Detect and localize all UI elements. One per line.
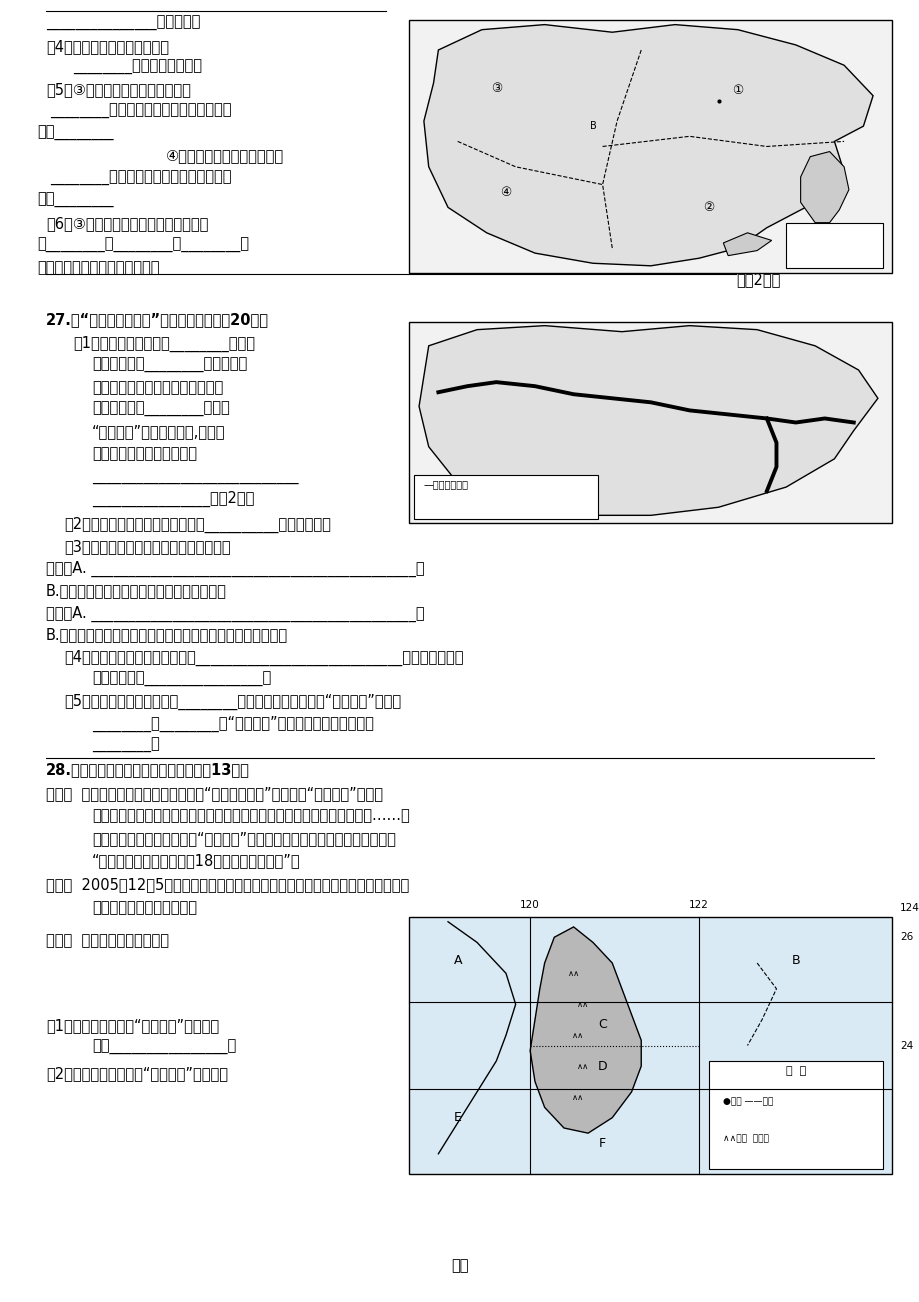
Bar [409,917,891,1174]
Text: ________地区（填代号）。: ________地区（填代号）。 [74,60,202,76]
Text: ②: ② [702,201,714,214]
Polygon shape [800,151,848,223]
Text: （2）台湾物产丰富，有“水果之乡”的美称，: （2）台湾物产丰富，有“水果之乡”的美称， [46,1066,228,1082]
Text: （2）主干道经过我国的西北地区、__________、南方地区。: （2）主干道经过我国的西北地区、__________、南方地区。 [64,517,331,533]
Text: ∧∧: ∧∧ [567,969,579,978]
Text: 行政单位）的________（地形区）: 行政单位）的________（地形区） [92,358,247,374]
Text: 造成这种景观差异的主要原因是: 造成这种景观差异的主要原因是 [37,260,159,276]
Text: （1）西气东输西起我国________（省级: （1）西气东输西起我国________（省级 [74,336,255,352]
Text: A: A [453,954,461,967]
Text: 材料一  连战、宋楚瑞大陆之行，尤其是“两岸经贸论坛”，开创了“海峡两岸”关系的: 材料一 连战、宋楚瑞大陆之行，尤其是“两岸经贸论坛”，开创了“海峡两岸”关系的 [46,786,382,802]
Text: 材料三  台湾岛以及附近地区图: 材料三 台湾岛以及附近地区图 [46,934,169,949]
Text: 图  例: 图 例 [785,1066,805,1077]
Polygon shape [529,927,641,1133]
Text: ∧∧山脉  ～河流: ∧∧山脉 ～河流 [722,1134,767,1143]
Text: （5）③区域自然环境的突出特征是: （5）③区域自然环境的突出特征是 [46,82,190,98]
Text: ∧∧: ∧∧ [576,1061,589,1070]
Bar [409,20,891,273]
Text: 是________、________、________；: 是________、________、________； [37,238,248,254]
Text: ●城市 ——国界: ●城市 ——国界 [722,1098,772,1107]
Text: 。（2分）: 。（2分） [735,272,779,288]
Text: ________。: ________。 [92,738,160,754]
Text: ∧∧: ∧∧ [572,1031,584,1040]
Text: “西气东输”沿线东端相比,新疆地: “西气东输”沿线东端相比,新疆地 [92,424,225,440]
Text: 122: 122 [688,900,709,910]
Text: ________________。（2分）: ________________。（2分） [92,491,254,506]
Text: 良牿畜品种是________________。: 良牿畜品种是________________。 [92,672,271,687]
Text: E: E [453,1111,461,1124]
Text: ________，制约该地区农业发展的主要因: ________，制约该地区农业发展的主要因 [51,171,232,186]
Text: 26: 26 [899,932,912,943]
Text: 27.读“西气东输线路图”，回答问题：（共20分）: 27.读“西气东输线路图”，回答问题：（共20分） [46,312,268,328]
Text: 罗斯国内簮食紧张的问题。: 罗斯国内簮食紧张的问题。 [92,900,197,915]
Text: （4）我国许多大江大河发源于: （4）我国许多大江大河发源于 [46,39,169,55]
Text: 部，最后到达________市。与: 部，最后到达________市。与 [92,402,230,418]
Text: ∧∧: ∧∧ [576,1000,589,1009]
Text: B: B [589,121,596,132]
Text: ____________________________: ____________________________ [92,469,298,484]
Text: _______________来划分的。: _______________来划分的。 [46,16,200,31]
Polygon shape [424,25,872,266]
Text: 中的轮南油气田，通过管道输往东: 中的轮南油气田，通过管道输往东 [92,380,223,396]
Text: 28.阅读下列图文材料，回答问题。（共13分）: 28.阅读下列图文材料，回答问题。（共13分） [46,762,250,777]
Text: B: B [790,954,800,967]
Text: ________，制约该地区农业发展的主要因: ________，制约该地区农业发展的主要因 [51,104,232,120]
Text: 素是________: 素是________ [37,126,113,142]
Text: 120: 120 [520,900,539,910]
Text: ________、________。“红色系列”农产品着色较好的原因是: ________、________。“红色系列”农产品着色较好的原因是 [92,716,373,732]
Text: 区的房屋多为平顶，原因是: 区的房屋多为平顶，原因是 [92,447,197,462]
Text: 东部：A. ____________________________________________；: 东部：A. __________________________________… [46,605,425,621]
Text: ③: ③ [490,82,502,95]
Text: F: F [598,1137,606,1150]
Bar [786,223,882,268]
Text: ∧∧: ∧∧ [572,1092,584,1101]
Text: （1）材料一中提到的“海峡两岸”中的海峡: （1）材料一中提到的“海峡两岸”中的海峡 [46,1018,219,1034]
Text: 材料二  2005年12月5日，基隆港的一耳轮船正在装运一批簮食出口信罗斯，以缓解俨: 材料二 2005年12月5日，基隆港的一耳轮船正在装运一批簮食出口信罗斯，以缓解… [46,878,409,893]
Text: B.带动其它相关产业的发展，增加就业机会。: B.带动其它相关产业的发展，增加就业机会。 [46,583,227,599]
Text: 素是________: 素是________ [37,193,113,208]
Text: （5）新疆因地制宜，发展了________农业，请写出新疆两种“红色系列”农产品: （5）新疆因地制宜，发展了________农业，请写出新疆两种“红色系列”农产品 [64,694,401,710]
Text: C: C [597,1018,607,1031]
Text: 湾风景迷人，物产丰富，有“水果之乡”的美誉。大陆送给连战的礼物之一就是: 湾风景迷人，物产丰富，有“水果之乡”的美誉。大陆送给连战的礼物之一就是 [92,831,395,846]
Text: ④区域自然环境的突出特征是: ④区域自然环境的突出特征是 [165,148,283,164]
Bar [709,1061,882,1169]
Bar [414,475,597,519]
Text: （4）新疆地形分布的突出特点是____________________________；新疆牧区的优: （4）新疆地形分布的突出特点是_________________________… [64,650,463,665]
Polygon shape [722,233,771,255]
Text: 是指________________。: 是指________________。 [92,1040,236,1056]
Text: 24: 24 [899,1040,912,1051]
Text: 图三: 图三 [450,1258,469,1273]
Text: （6）③地区的植被变化，由东向西依次: （6）③地区的植被变化，由东向西依次 [46,216,208,232]
Polygon shape [419,326,877,516]
Text: （3）西气东输给东、西部带来的好处是：: （3）西气东输给东、西部带来的好处是： [64,539,231,555]
Text: 西部：A. ____________________________________________；: 西部：A. __________________________________… [46,561,425,577]
Text: 124: 124 [899,902,919,913]
Text: B.天然气是洁净能源，对东部地区的大气环境改善十分有利。: B.天然气是洁净能源，对东部地区的大气环境改善十分有利。 [46,628,288,643]
Bar [409,322,891,523]
Text: ①: ① [732,85,743,98]
Text: —西气东输路线: —西气东输路线 [424,479,469,490]
Text: “开放大陆居民赴台观光和18种台湾水果零关税”。: “开放大陆居民赴台观光和18种台湾水果零关税”。 [92,853,301,868]
Text: D: D [597,1060,607,1073]
Text: ④: ④ [500,186,511,199]
Text: 新纪元，为促进两岸关系的和解、对话、和平和双赢开启了历史性的契机……台: 新纪元，为促进两岸关系的和解、对话、和平和双赢开启了历史性的契机……台 [92,809,409,824]
